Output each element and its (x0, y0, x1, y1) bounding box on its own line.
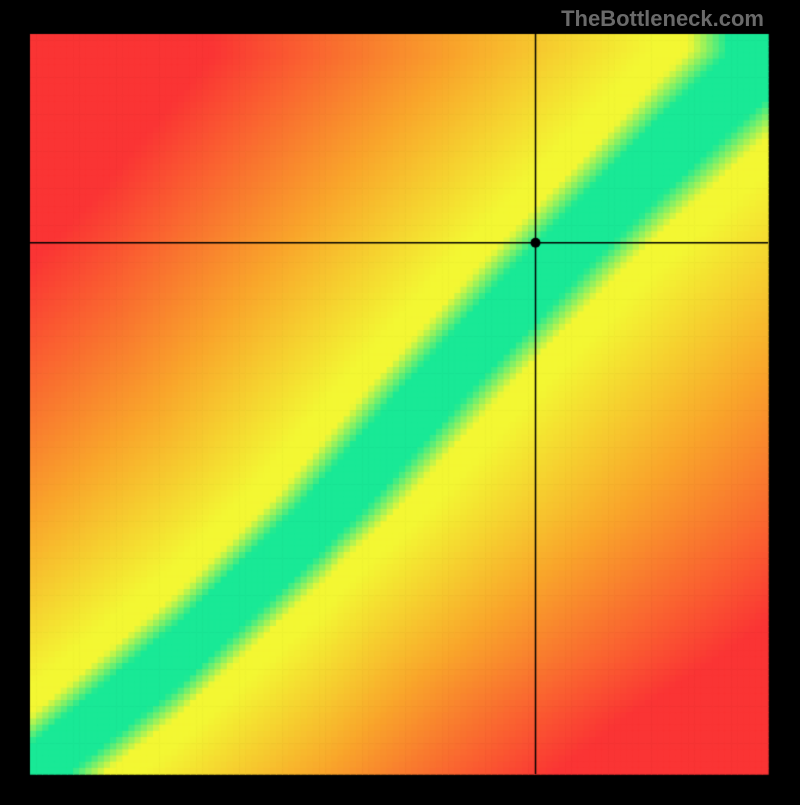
chart-container: TheBottleneck.com (0, 0, 800, 800)
watermark-text: TheBottleneck.com (561, 6, 764, 32)
bottleneck-heatmap (0, 0, 800, 800)
